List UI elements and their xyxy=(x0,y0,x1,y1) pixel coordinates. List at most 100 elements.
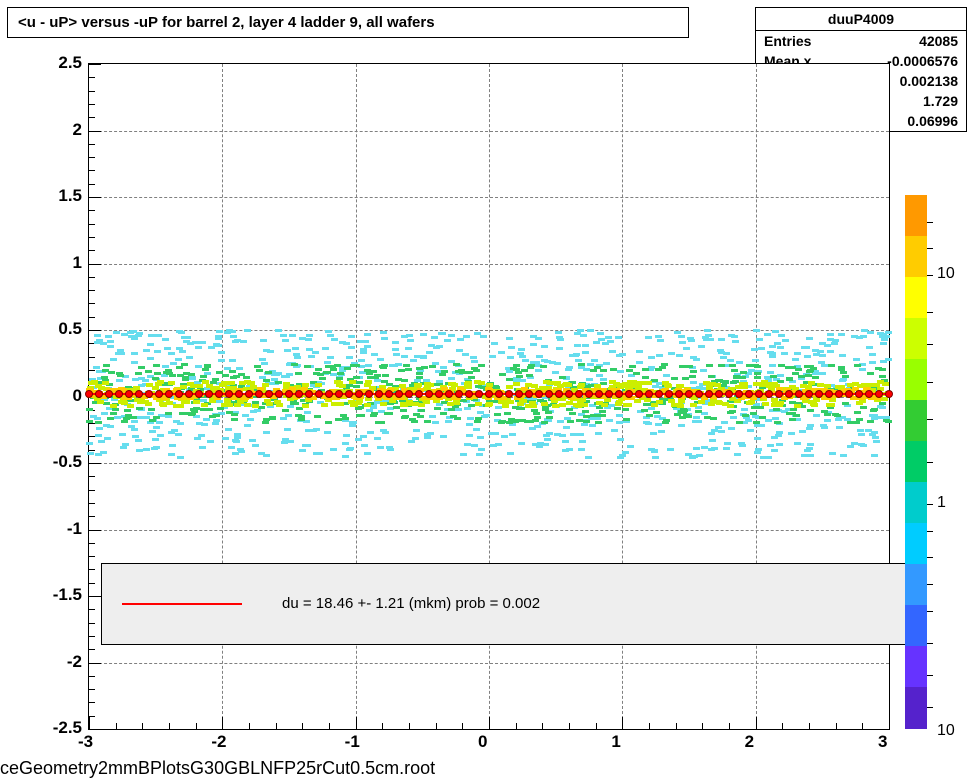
heatmap-cell xyxy=(327,334,334,337)
heatmap-cell xyxy=(857,429,864,432)
heatmap-cell xyxy=(595,432,602,435)
legend-box: du = 18.46 +- 1.21 (mkm) prob = 0.002 xyxy=(101,563,917,645)
heatmap-cell xyxy=(742,414,749,417)
heatmap-cell xyxy=(741,408,748,411)
heatmap-cell xyxy=(250,410,257,413)
heatmap-cell xyxy=(758,347,765,350)
heatmap-cell xyxy=(569,412,576,415)
fit-marker xyxy=(885,390,893,398)
y-minor-tick xyxy=(89,636,95,637)
heatmap-cell xyxy=(750,412,757,415)
heatmap-cell xyxy=(688,339,695,342)
heatmap-cell xyxy=(201,423,208,426)
heatmap-cell xyxy=(610,368,617,371)
heatmap-cell xyxy=(819,342,826,345)
heatmap-cell xyxy=(171,429,178,432)
heatmap-cell xyxy=(771,382,778,386)
heatmap-cell xyxy=(392,341,399,344)
heatmap-cell xyxy=(723,447,730,450)
heatmap-cell xyxy=(424,385,431,389)
heatmap-cell xyxy=(732,340,739,343)
heatmap-cell xyxy=(107,345,114,348)
x-tick-label: -1 xyxy=(345,732,360,752)
heatmap-cell xyxy=(651,449,658,452)
heatmap-cell xyxy=(792,372,799,375)
heatmap-cell xyxy=(760,456,767,459)
heatmap-cell xyxy=(454,417,461,420)
y-minor-tick xyxy=(89,623,95,624)
heatmap-cell xyxy=(438,332,445,335)
heatmap-cell xyxy=(798,375,805,378)
heatmap-cell xyxy=(395,378,402,381)
heatmap-cell xyxy=(474,420,481,423)
heatmap-cell xyxy=(157,380,164,384)
heatmap-cell xyxy=(187,342,194,345)
heatmap-cell xyxy=(136,449,143,452)
heatmap-cell xyxy=(739,376,746,379)
heatmap-cell xyxy=(544,438,551,441)
heatmap-cell xyxy=(591,359,598,362)
heatmap-cell xyxy=(405,347,412,350)
heatmap-cell xyxy=(718,364,725,367)
heatmap-cell xyxy=(466,371,473,374)
stats-value: 42085 xyxy=(919,33,958,49)
heatmap-cell xyxy=(234,433,241,436)
heatmap-cell xyxy=(596,374,603,377)
colorbar-segment xyxy=(905,523,927,565)
heatmap-cell xyxy=(681,365,688,368)
y-minor-tick xyxy=(89,516,95,517)
heatmap-cell xyxy=(582,351,589,354)
heatmap-cell xyxy=(108,371,115,374)
heatmap-cell xyxy=(706,364,713,367)
y-minor-tick xyxy=(89,77,95,78)
heatmap-cell xyxy=(353,376,360,379)
plot-area: du = 18.46 +- 1.21 (mkm) prob = 0.002 xyxy=(88,63,890,730)
heatmap-cell xyxy=(473,428,480,431)
heatmap-cell xyxy=(262,421,269,424)
x-minor-tick xyxy=(836,723,837,729)
heatmap-cell xyxy=(291,363,298,366)
heatmap-cell xyxy=(100,342,107,345)
heatmap-cell xyxy=(247,418,254,421)
heatmap-cell xyxy=(478,448,485,451)
heatmap-cell xyxy=(432,421,439,424)
heatmap-cell xyxy=(704,329,711,332)
heatmap-cell xyxy=(154,372,161,375)
heatmap-cell xyxy=(578,363,585,366)
heatmap-cell xyxy=(131,420,138,423)
heatmap-cell xyxy=(169,444,176,447)
heatmap-cell xyxy=(788,432,795,435)
heatmap-cell xyxy=(147,343,154,346)
heatmap-cell xyxy=(215,344,222,347)
colorbar-tick-label: 1 xyxy=(937,494,946,512)
heatmap-cell xyxy=(424,420,431,423)
heatmap-cell xyxy=(372,376,379,379)
heatmap-cell xyxy=(528,364,535,367)
heatmap-cell xyxy=(795,368,802,371)
heatmap-cell xyxy=(582,344,589,347)
heatmap-cell xyxy=(541,421,548,424)
heatmap-cell xyxy=(506,385,513,389)
colorbar-segment xyxy=(905,195,927,237)
heatmap-cell xyxy=(839,354,846,357)
heatmap-cell xyxy=(228,381,235,385)
heatmap-cell xyxy=(464,443,471,446)
heatmap-cell xyxy=(720,356,727,359)
heatmap-cell xyxy=(616,354,623,357)
heatmap-cell xyxy=(566,366,573,369)
heatmap-cell xyxy=(337,372,344,375)
heatmap-cell xyxy=(755,448,762,451)
heatmap-cell xyxy=(859,368,866,371)
heatmap-cell xyxy=(596,401,603,405)
heatmap-cell xyxy=(501,435,508,438)
y-minor-tick xyxy=(89,609,95,610)
heatmap-cell xyxy=(718,430,725,433)
heatmap-cell xyxy=(289,334,296,337)
heatmap-cell xyxy=(244,403,251,407)
heatmap-cell xyxy=(839,379,846,382)
heatmap-cell xyxy=(820,424,827,427)
heatmap-cell xyxy=(440,412,447,415)
x-minor-tick xyxy=(596,723,597,729)
heatmap-cell xyxy=(656,400,663,404)
heatmap-cell xyxy=(751,348,758,351)
